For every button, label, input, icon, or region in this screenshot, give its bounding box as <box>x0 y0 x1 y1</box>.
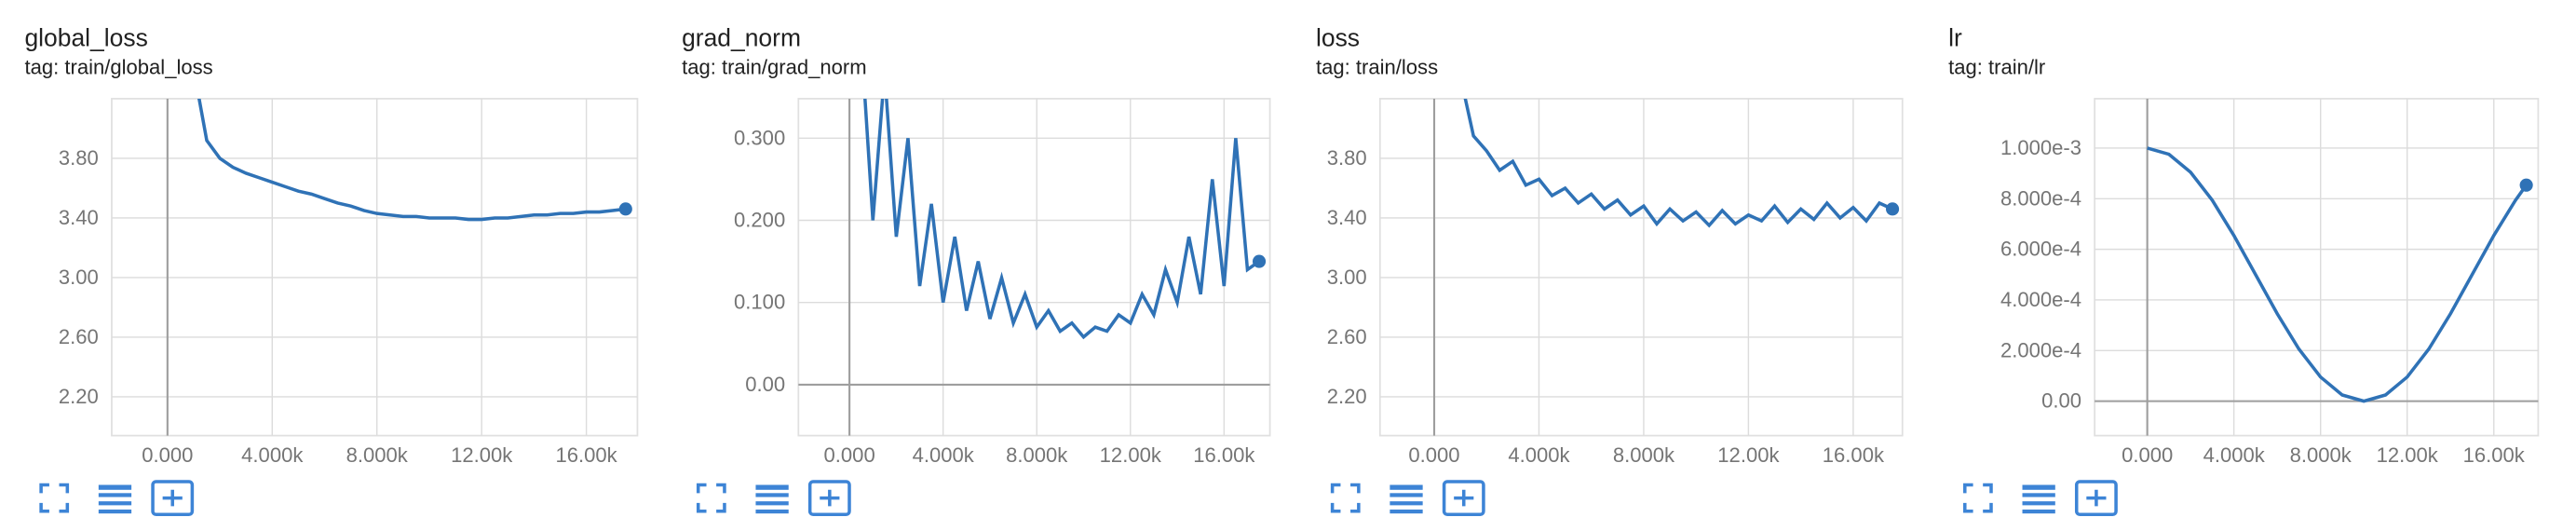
chart-title: grad_norm <box>682 24 801 52</box>
y-tick-label: 2.20 <box>59 385 99 408</box>
x-tick-label: 12.00k <box>2377 443 2439 467</box>
x-tick-label: 12.00k <box>1717 443 1780 467</box>
y-tick-label: 3.40 <box>59 206 99 229</box>
y-tick-label: 0.200 <box>734 209 785 232</box>
series-line <box>1463 98 1893 228</box>
x-tick-label: 8.000k <box>346 443 409 467</box>
plot-frame <box>797 98 1271 437</box>
toggle-log-button[interactable] <box>755 484 789 514</box>
y-tick-label: 2.60 <box>1327 325 1367 348</box>
y-tick-label: 4.000e-4 <box>2000 288 2081 311</box>
y-tick-label: 0.00 <box>2041 389 2081 413</box>
chart-title: global_loss <box>24 24 147 52</box>
y-tick-label: 3.00 <box>59 266 99 289</box>
y-tick-label: 3.40 <box>1327 206 1367 229</box>
plot-frame <box>1378 98 1904 437</box>
series-line <box>863 98 1261 340</box>
y-tick-label: 3.00 <box>1327 266 1367 289</box>
chart-panel: loss tag: train/loss 2.20 2.60 3.00 3.40 3.80 0… <box>1316 24 1904 517</box>
x-tick-label: 16.00k <box>2463 443 2526 467</box>
x-tick-label: 4.000k <box>241 443 304 467</box>
y-tick-label: 2.000e-4 <box>2000 338 2081 361</box>
chart-subtitle: tag: train/grad_norm <box>682 55 867 78</box>
x-tick-label: 8.000k <box>1613 443 1675 467</box>
y-tick-label: 2.60 <box>59 325 99 348</box>
x-tick-label: 8.000k <box>1006 443 1068 467</box>
y-tick-label: 1.000e-3 <box>2000 136 2081 159</box>
y-tick-label: 0.00 <box>745 373 785 396</box>
x-tick-label: 4.000k <box>2203 443 2266 467</box>
chart-title: loss <box>1316 24 1360 52</box>
x-tick-label: 0.000 <box>1408 443 1459 467</box>
expand-button[interactable] <box>696 483 726 513</box>
chart-panel: grad_norm tag: train/grad_norm 0.00 0.100 0.… <box>682 24 1271 517</box>
last-point <box>618 202 632 216</box>
x-tick-label: 12.00k <box>1100 443 1162 467</box>
series-line <box>197 98 626 222</box>
x-tick-label: 8.000k <box>2290 443 2352 467</box>
fit-domain-button[interactable] <box>1442 480 1485 517</box>
x-tick-label: 4.000k <box>913 443 975 467</box>
expand-button[interactable] <box>1963 483 1993 513</box>
x-tick-label: 0.000 <box>824 443 875 467</box>
chart-panel: lr tag: train/lr 0.00 2.000e-4 4.000e-4 6.000… <box>1948 24 2540 517</box>
toggle-log-button[interactable] <box>1390 484 1423 514</box>
x-tick-label: 4.000k <box>1508 443 1570 467</box>
y-tick-label: 0.100 <box>734 291 785 314</box>
y-tick-label: 2.20 <box>1327 385 1367 408</box>
fit-domain-button[interactable] <box>2074 480 2118 517</box>
x-tick-label: 0.000 <box>142 443 193 467</box>
plot-frame <box>111 98 639 437</box>
chart-title: lr <box>1948 24 1962 52</box>
last-point <box>2519 178 2533 192</box>
fit-domain-button[interactable] <box>807 480 851 517</box>
y-tick-label: 0.300 <box>734 126 785 149</box>
chart-subtitle: tag: train/loss <box>1316 55 1438 78</box>
expand-button[interactable] <box>39 483 70 513</box>
series-line <box>2147 146 2529 403</box>
last-point <box>1252 254 1267 268</box>
toggle-log-button[interactable] <box>2022 484 2055 514</box>
y-tick-label: 3.80 <box>59 146 99 170</box>
x-tick-label: 16.00k <box>556 443 618 467</box>
expand-button[interactable] <box>1330 483 1361 513</box>
x-tick-label: 0.000 <box>2122 443 2173 467</box>
fit-domain-button[interactable] <box>151 480 195 517</box>
x-tick-label: 12.00k <box>451 443 513 467</box>
x-tick-label: 16.00k <box>1823 443 1885 467</box>
last-point <box>1886 202 1900 216</box>
chart-subtitle: tag: train/global_loss <box>24 55 212 78</box>
chart-subtitle: tag: train/lr <box>1948 55 2045 78</box>
y-tick-label: 6.000e-4 <box>2000 238 2081 261</box>
x-tick-label: 16.00k <box>1193 443 1255 467</box>
y-tick-label: 8.000e-4 <box>2000 186 2081 210</box>
toggle-log-button[interactable] <box>98 484 132 514</box>
chart-panel: global_loss tag: train/global_loss 2.20 2.6… <box>24 24 639 517</box>
y-tick-label: 3.80 <box>1327 146 1367 170</box>
plot-frame <box>2094 98 2540 437</box>
